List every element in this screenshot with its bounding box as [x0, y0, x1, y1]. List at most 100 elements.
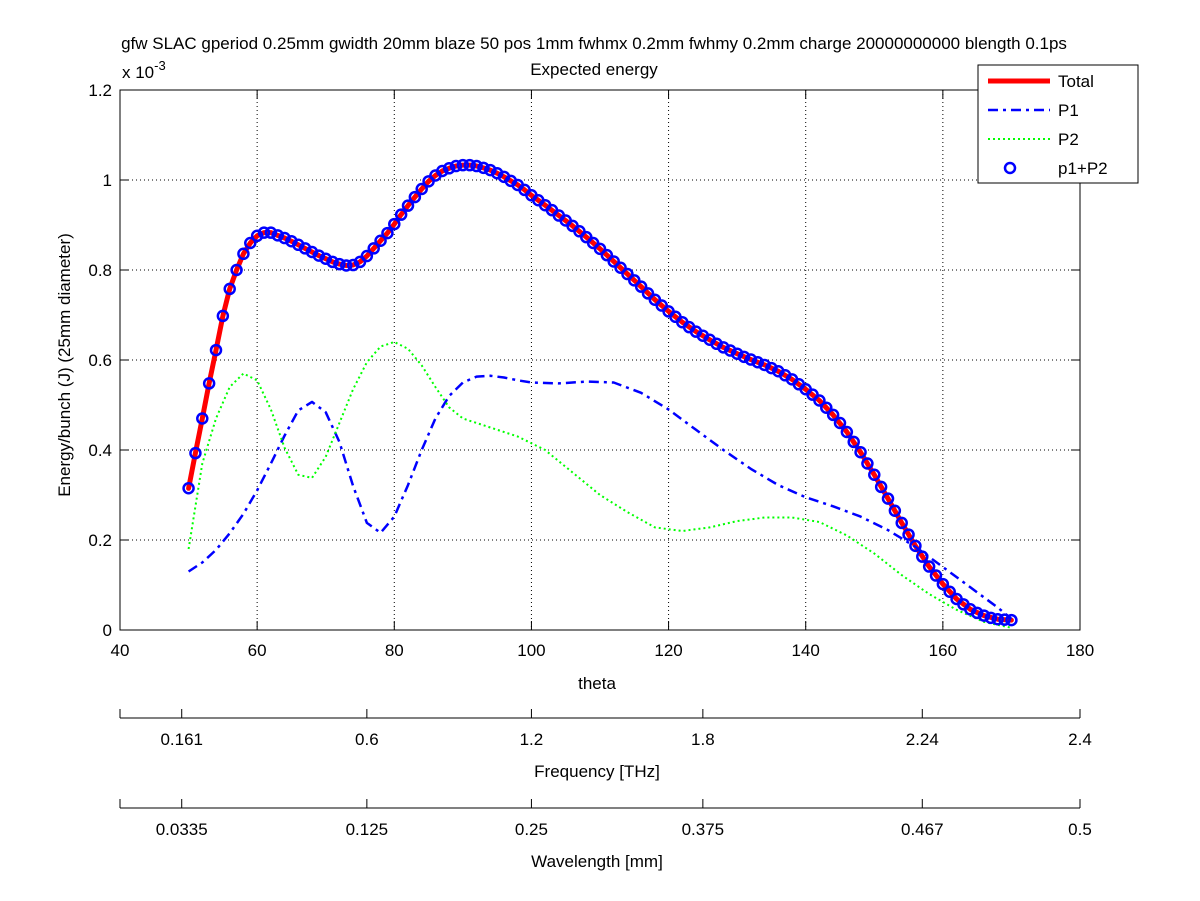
- data-point-p1-p2: [621, 267, 634, 281]
- data-point-p1-p2: [881, 492, 895, 505]
- data-point-p1-p2: [326, 255, 339, 269]
- y-tick-label: 0.6: [88, 351, 112, 370]
- data-point-p1-p2: [463, 158, 476, 172]
- series-layer: [182, 158, 1018, 629]
- x-tick-label: 40: [111, 641, 130, 660]
- legend-box: [977, 64, 1139, 184]
- data-point-p1-p2: [868, 468, 881, 481]
- data-point-p1-p2: [970, 606, 984, 620]
- data-point-p1-p2: [916, 550, 929, 563]
- data-point-p1-p2: [388, 217, 401, 231]
- data-point-p1-p2: [929, 569, 943, 582]
- x-tick-label: 80: [385, 641, 404, 660]
- x-tick-label: 120: [654, 641, 682, 660]
- secondary-tick-label: 2.24: [906, 730, 939, 749]
- data-point-p1-p2: [826, 408, 840, 422]
- secondary-axis-label: Wavelength [mm]: [531, 852, 663, 871]
- legend: Total P1 P2 p1+P2: [977, 64, 1139, 184]
- y-tick-label: 0.4: [88, 441, 112, 460]
- y-axis-ticks: 0 0.2 0.4 0.6 0.8 1 1.2: [88, 81, 1080, 640]
- data-point-p1-p2: [223, 282, 236, 296]
- data-point-p1-p2: [319, 252, 332, 265]
- data-point-p1-p2: [271, 229, 284, 242]
- data-point-p1-p2: [257, 226, 271, 239]
- data-point-p1-p2: [374, 234, 387, 247]
- data-point-p1-p2: [415, 182, 428, 196]
- y-multiplier: x 10-3: [122, 58, 166, 82]
- data-point-p1-p2: [401, 199, 415, 212]
- legend-item-p2: P2: [988, 130, 1079, 149]
- data-point-p1-p2: [730, 347, 744, 360]
- data-point-p1-p2: [333, 257, 346, 271]
- series-p1-p2-markers: [182, 158, 1018, 627]
- data-point-p1-p2: [634, 280, 648, 293]
- data-point-p1-p2: [998, 613, 1011, 626]
- y-tick-label: 1.2: [88, 81, 112, 100]
- secondary-axes: 0.161 0.6 1.2 1.8 2.24 2.4 Frequency [THz] 0.03…: [119, 709, 1092, 871]
- data-point-p1-p2: [833, 416, 847, 430]
- data-point-p1-p2: [381, 226, 394, 240]
- data-point-p1-p2: [367, 242, 380, 255]
- legend-label: P1: [1058, 101, 1079, 120]
- y-tick-label: 1: [103, 171, 112, 190]
- data-point-p1-p2: [717, 341, 730, 354]
- data-point-p1-p2: [607, 255, 620, 268]
- y-multiplier-exp: -3: [154, 58, 166, 73]
- x-tick-label: 160: [929, 641, 957, 660]
- secondary-axis-1: 0.161 0.6 1.2 1.8 2.24 2.4 Frequency [THz]: [119, 709, 1092, 781]
- legend-item-p1: P1: [988, 101, 1079, 120]
- secondary-tick-label: 0.25: [515, 820, 548, 839]
- y-tick-label: 0.2: [88, 531, 112, 550]
- data-point-p1-p2: [991, 612, 1004, 626]
- data-point-p1-p2: [442, 162, 456, 175]
- data-point-p1-p2: [477, 161, 490, 175]
- secondary-axis-label: Frequency [THz]: [534, 762, 660, 781]
- data-point-p1-p2: [244, 236, 257, 250]
- data-point-p1-p2: [977, 609, 991, 622]
- data-point-p1-p2: [909, 539, 922, 553]
- series-p2-line: [187, 341, 1012, 629]
- series-p1-line: [187, 374, 1013, 620]
- data-point-p1-p2: [758, 358, 771, 372]
- data-point-p1-p2: [408, 190, 422, 204]
- data-point-p1-p2: [984, 611, 998, 625]
- data-point-p1-p2: [751, 356, 764, 369]
- data-point-p1-p2: [484, 163, 497, 177]
- data-point-p1-p2: [765, 361, 778, 375]
- data-point-p1-p2: [840, 425, 854, 439]
- data-point-p1-p2: [456, 158, 470, 172]
- data-point-p1-p2: [943, 585, 956, 598]
- x-axis-label: theta: [578, 674, 616, 693]
- y-tick-label: 0.8: [88, 261, 112, 280]
- data-point-p1-p2: [470, 159, 483, 173]
- data-point-p1-p2: [724, 344, 737, 357]
- y-multiplier-base: x 10: [122, 63, 154, 82]
- secondary-tick-label: 0.6: [355, 730, 379, 749]
- grid-lines: [120, 90, 1080, 630]
- data-point-p1-p2: [264, 226, 278, 239]
- data-point-p1-p2: [449, 159, 463, 173]
- data-point-p1-p2: [216, 309, 230, 323]
- legend-item-total: Total: [988, 72, 1094, 91]
- secondary-axis-2: 0.0335 0.125 0.25 0.375 0.467 0.5 Wavelength […: [119, 799, 1092, 871]
- data-point-p1-p2: [278, 231, 291, 245]
- x-tick-label: 100: [517, 641, 545, 660]
- secondary-tick-label: 2.4: [1068, 730, 1092, 749]
- data-point-p1-p2: [922, 560, 936, 573]
- x-tick-label: 140: [792, 641, 820, 660]
- data-point-p1-p2: [874, 480, 888, 494]
- data-point-p1-p2: [614, 261, 627, 274]
- data-point-p1-p2: [744, 353, 758, 366]
- data-point-p1-p2: [854, 446, 867, 459]
- y-axis-label: Energy/bunch (J) (25mm diameter): [55, 233, 74, 497]
- secondary-tick-label: 0.375: [682, 820, 725, 839]
- legend-swatch: [1003, 161, 1017, 175]
- data-point-p1-p2: [312, 249, 326, 262]
- secondary-tick-label: 0.467: [901, 820, 944, 839]
- secondary-tick-label: 0.125: [346, 820, 389, 839]
- data-point-p1-p2: [202, 377, 216, 390]
- x-tick-label: 180: [1066, 641, 1094, 660]
- data-point-p1-p2: [593, 242, 607, 256]
- chart-title: gfw SLAC gperiod 0.25mm gwidth 20mm blaz…: [121, 34, 1067, 53]
- data-point-p1-p2: [936, 577, 950, 591]
